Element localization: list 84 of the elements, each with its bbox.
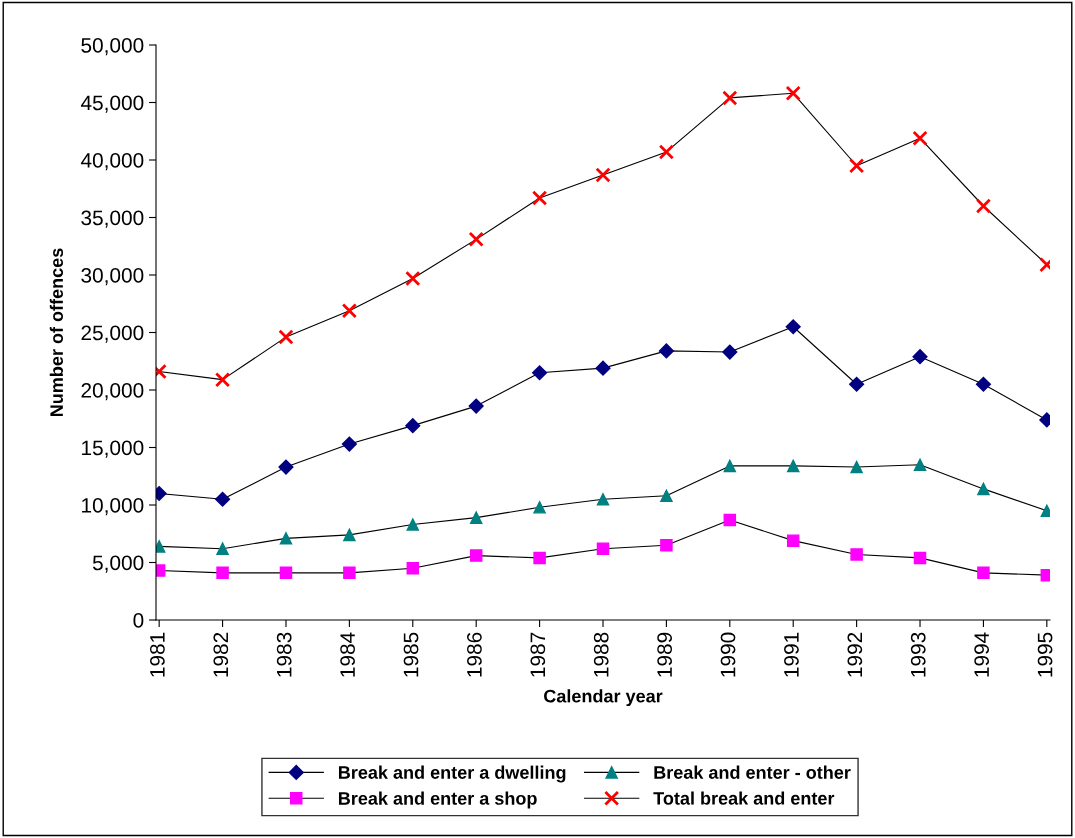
point [595, 360, 611, 376]
point [660, 538, 673, 552]
point [533, 551, 546, 565]
y-tick-label: 10,000 [82, 498, 144, 516]
point [278, 329, 294, 345]
point [596, 542, 610, 555]
point [722, 90, 738, 106]
point [660, 489, 673, 503]
point [785, 85, 801, 101]
point [850, 548, 863, 561]
point [215, 491, 231, 507]
point [658, 343, 674, 359]
y-tick-label: 45,000 [80, 95, 144, 113]
point [913, 551, 927, 565]
x-tick-label: 1991 [784, 632, 799, 677]
point [723, 513, 737, 527]
x-tick-label: 1995 [1037, 632, 1053, 677]
x-tick-label: 1987 [530, 632, 546, 677]
point [849, 376, 865, 392]
x-tick-label: 1986 [467, 632, 482, 677]
point [848, 158, 865, 174]
point [912, 349, 928, 365]
x-tick-label: 1984 [340, 632, 355, 677]
x-tick-label: 1994 [974, 632, 990, 677]
point [216, 566, 229, 580]
y-tick-label: 20,000 [81, 383, 144, 401]
y-tick-label: 0 [133, 613, 144, 628]
point [977, 566, 990, 580]
point [468, 398, 484, 414]
point [216, 542, 229, 555]
x-tick-label: 1990 [720, 632, 736, 677]
point [343, 566, 356, 580]
y-tick-label: 40,000 [80, 153, 144, 171]
x-tick-label: 1981 [150, 632, 165, 677]
point [912, 130, 928, 146]
point [785, 319, 801, 335]
point [975, 376, 991, 392]
point [786, 459, 800, 473]
point [214, 372, 231, 388]
point [658, 144, 675, 160]
point [850, 460, 863, 474]
x-axis-title: Calendar year [544, 689, 663, 707]
legend-label: Break and enter - other [654, 765, 851, 779]
x-tick-label: 1993 [910, 632, 926, 677]
point [786, 534, 800, 547]
point [723, 459, 737, 473]
point [722, 344, 738, 360]
x-tick-label: 1989 [657, 632, 672, 677]
point [913, 458, 927, 472]
point [343, 528, 356, 542]
point [341, 436, 357, 452]
point [596, 492, 610, 506]
y-tick-label: 50,000 [81, 38, 144, 56]
point [469, 549, 483, 562]
point [469, 511, 483, 524]
point [406, 561, 420, 575]
x-tick-label: 1983 [276, 632, 292, 677]
point [532, 365, 548, 381]
point [595, 167, 611, 183]
y-tick-label: 30,000 [81, 268, 144, 286]
point [405, 418, 421, 434]
x-tick-label: 1985 [403, 632, 419, 677]
point [278, 459, 294, 475]
point [405, 270, 421, 287]
point [406, 518, 420, 531]
legend-label: Break and enter a dwelling [338, 765, 566, 783]
y-tick-label: 35,000 [81, 210, 144, 228]
y-axis-title: Number of offences [49, 248, 64, 417]
x-tick-label: 1982 [213, 632, 229, 677]
x-tick-label: 1988 [593, 632, 609, 677]
y-tick-label: 5,000 [92, 555, 144, 573]
legend-label: Break and enter a shop [338, 791, 537, 809]
point [977, 482, 990, 496]
y-tick-label: 15,000 [82, 440, 144, 458]
point [468, 231, 484, 247]
point [279, 532, 293, 545]
x-tick-label: 1992 [847, 632, 863, 677]
point [279, 566, 293, 580]
y-tick-label: 25,000 [81, 325, 144, 343]
point [975, 198, 992, 214]
point [341, 303, 358, 319]
point [533, 501, 546, 514]
legend-label: Total break and enter [653, 791, 835, 805]
point [531, 190, 548, 206]
